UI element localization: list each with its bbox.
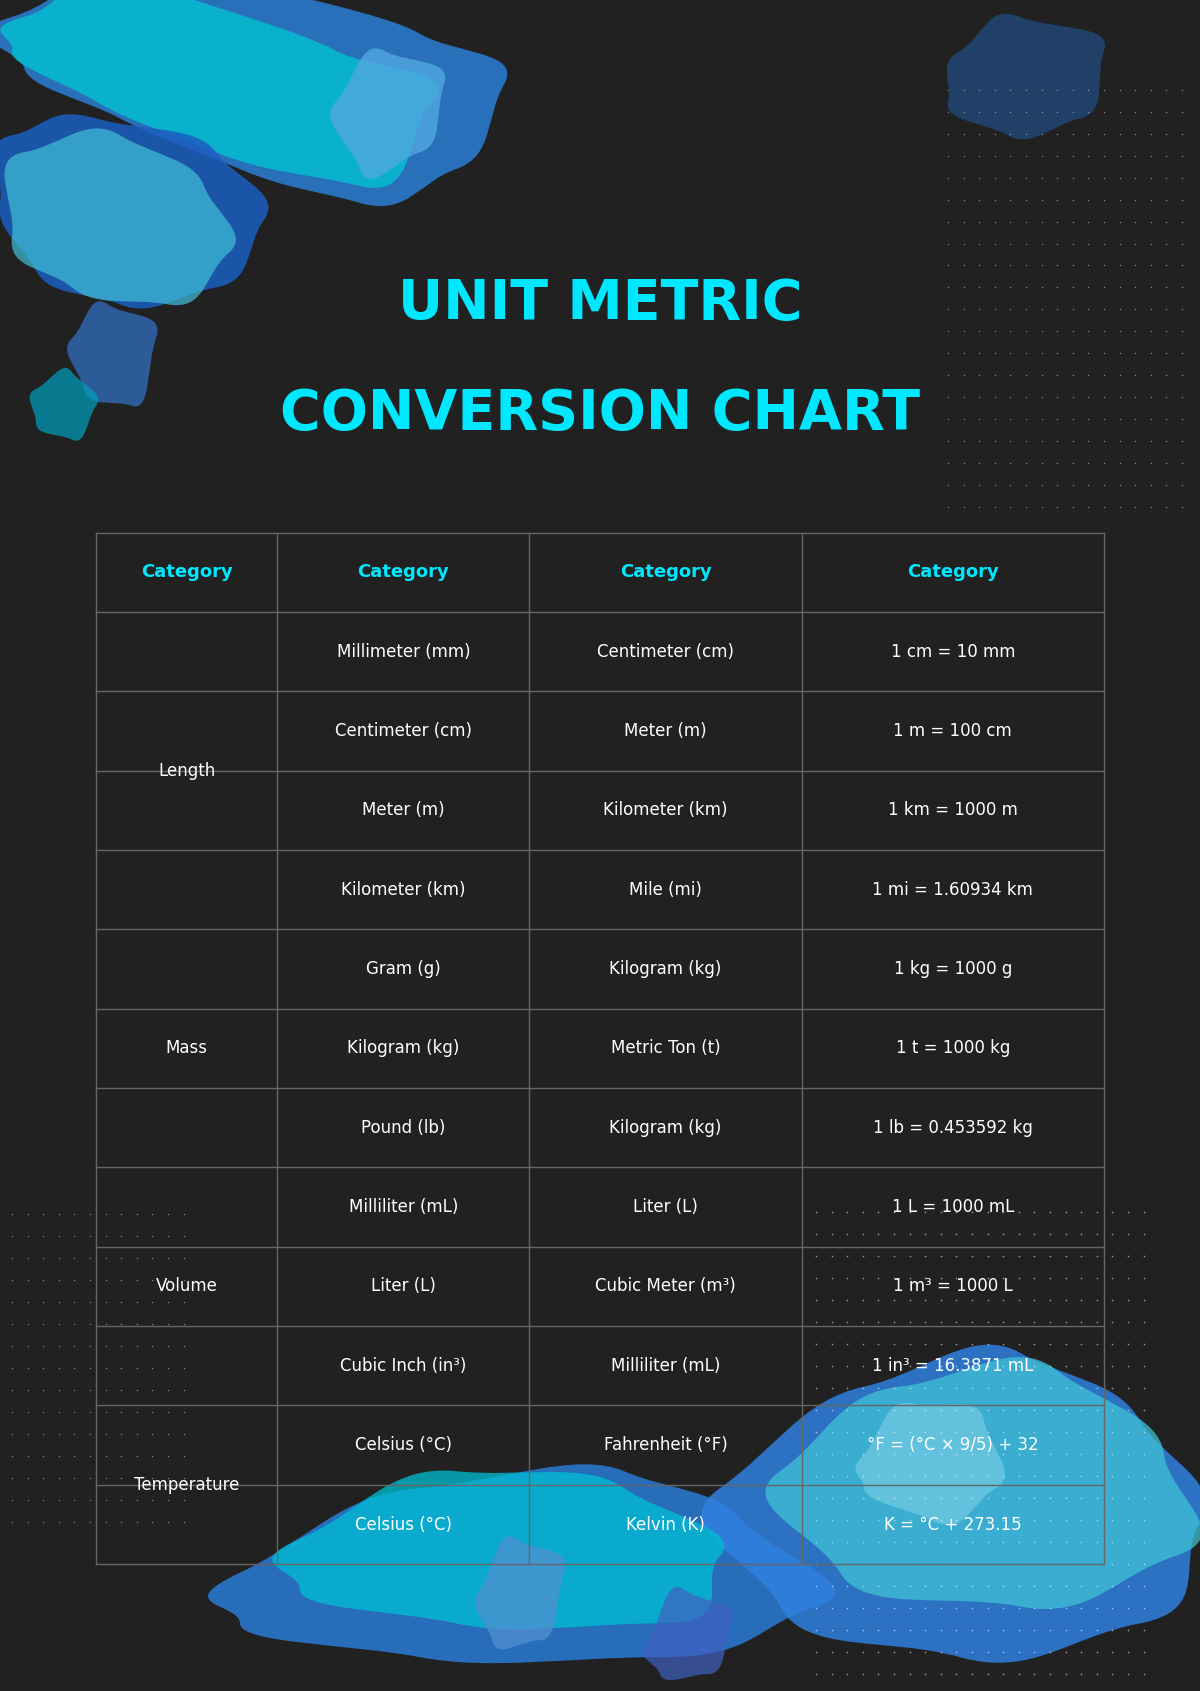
Text: Liter (L): Liter (L) (634, 1199, 698, 1216)
PathPatch shape (702, 1344, 1200, 1662)
Text: Fahrenheit (°F): Fahrenheit (°F) (604, 1436, 727, 1454)
Text: Kilometer (km): Kilometer (km) (341, 881, 466, 898)
Text: Mile (mi): Mile (mi) (629, 881, 702, 898)
Text: Category: Category (907, 563, 998, 582)
Text: 1 t = 1000 kg: 1 t = 1000 kg (895, 1040, 1010, 1057)
PathPatch shape (5, 129, 235, 304)
Text: 1 mi = 1.60934 km: 1 mi = 1.60934 km (872, 881, 1033, 898)
Text: Pound (lb): Pound (lb) (361, 1119, 445, 1136)
Text: Centimeter (cm): Centimeter (cm) (598, 643, 734, 661)
Text: Kilogram (kg): Kilogram (kg) (610, 1119, 721, 1136)
Text: Centimeter (cm): Centimeter (cm) (335, 722, 472, 741)
Text: Liter (L): Liter (L) (371, 1277, 436, 1295)
Text: 1 cm = 10 mm: 1 cm = 10 mm (890, 643, 1015, 661)
PathPatch shape (0, 115, 269, 308)
PathPatch shape (0, 0, 508, 206)
Text: Length: Length (158, 761, 215, 780)
Text: 1 kg = 1000 g: 1 kg = 1000 g (894, 960, 1012, 977)
PathPatch shape (947, 14, 1105, 139)
Text: Kelvin (K): Kelvin (K) (626, 1515, 704, 1534)
Text: Meter (m): Meter (m) (362, 802, 445, 820)
Text: CONVERSION CHART: CONVERSION CHART (280, 387, 920, 441)
PathPatch shape (272, 1471, 725, 1630)
PathPatch shape (30, 369, 98, 441)
Text: 1 lb = 0.453592 kg: 1 lb = 0.453592 kg (872, 1119, 1033, 1136)
Text: UNIT METRIC: UNIT METRIC (397, 277, 803, 331)
Text: Celsius (°C): Celsius (°C) (355, 1436, 452, 1454)
PathPatch shape (766, 1358, 1200, 1610)
Text: Kilogram (kg): Kilogram (kg) (347, 1040, 460, 1057)
Text: Category: Category (358, 563, 449, 582)
Text: Cubic Inch (in³): Cubic Inch (in³) (341, 1356, 467, 1375)
Text: Meter (m): Meter (m) (624, 722, 707, 741)
Text: 1 km = 1000 m: 1 km = 1000 m (888, 802, 1018, 820)
PathPatch shape (67, 301, 157, 406)
Text: 1 m³ = 1000 L: 1 m³ = 1000 L (893, 1277, 1013, 1295)
Text: Cubic Meter (m³): Cubic Meter (m³) (595, 1277, 736, 1295)
Text: 1 m = 100 cm: 1 m = 100 cm (894, 722, 1012, 741)
Text: Gram (g): Gram (g) (366, 960, 440, 977)
Text: Kilometer (km): Kilometer (km) (604, 802, 727, 820)
Text: Mass: Mass (166, 1040, 208, 1057)
Text: Milliliter (mL): Milliliter (mL) (611, 1356, 720, 1375)
Text: Temperature: Temperature (134, 1476, 240, 1493)
Text: Celsius (°C): Celsius (°C) (355, 1515, 452, 1534)
PathPatch shape (0, 0, 438, 188)
Text: Kilogram (kg): Kilogram (kg) (610, 960, 721, 977)
Text: Metric Ton (t): Metric Ton (t) (611, 1040, 720, 1057)
Text: 1 L = 1000 mL: 1 L = 1000 mL (892, 1199, 1014, 1216)
PathPatch shape (643, 1586, 733, 1681)
Text: Volume: Volume (156, 1277, 217, 1295)
Text: Milliliter (mL): Milliliter (mL) (349, 1199, 458, 1216)
Text: Category: Category (619, 563, 712, 582)
Text: Category: Category (140, 563, 233, 582)
Text: Millimeter (mm): Millimeter (mm) (337, 643, 470, 661)
Text: K = °C + 273.15: K = °C + 273.15 (884, 1515, 1021, 1534)
PathPatch shape (856, 1404, 1004, 1525)
PathPatch shape (330, 47, 445, 179)
PathPatch shape (208, 1464, 835, 1664)
Text: 1 in³ = 16.3871 mL: 1 in³ = 16.3871 mL (872, 1356, 1033, 1375)
PathPatch shape (475, 1535, 565, 1649)
Text: °F = (°C × 9/5) + 32: °F = (°C × 9/5) + 32 (866, 1436, 1039, 1454)
